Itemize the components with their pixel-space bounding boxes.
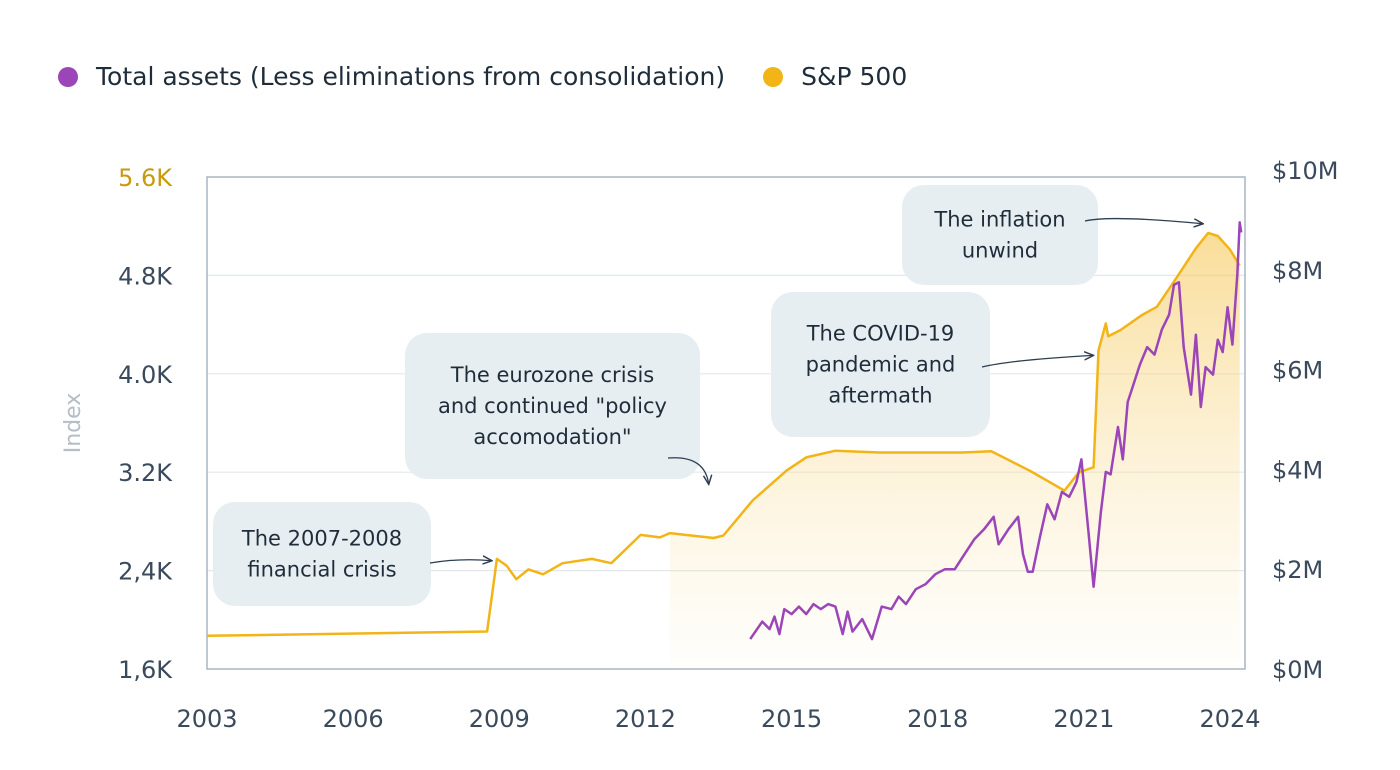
y-right-tick-label: $10M bbox=[1272, 157, 1339, 185]
annotation-text: The 2007-2008 bbox=[241, 527, 402, 551]
total-assets-line bbox=[749, 221, 1243, 641]
x-tick-label: 2024 bbox=[1199, 705, 1260, 733]
annotation-box bbox=[902, 185, 1098, 285]
annotation-text: The inflation bbox=[933, 208, 1065, 232]
annotation-text: financial crisis bbox=[247, 558, 396, 582]
y-left-tick-label: 2,4K bbox=[118, 558, 173, 586]
annotation-box bbox=[405, 333, 700, 479]
sp500-line bbox=[206, 231, 1241, 638]
x-tick-label: 2003 bbox=[176, 705, 237, 733]
chart-legend: Total assets (Less eliminations from con… bbox=[58, 62, 945, 91]
y-axis-label: Index bbox=[61, 393, 86, 454]
legend-marker-total-assets bbox=[58, 66, 78, 87]
plot-frame bbox=[206, 176, 1246, 670]
x-tick-label: 2021 bbox=[1053, 705, 1114, 733]
y-right-tick-label: $8M bbox=[1272, 257, 1323, 285]
annotation-box bbox=[771, 292, 990, 437]
x-tick-label: 2015 bbox=[761, 705, 822, 733]
legend-marker-sp500 bbox=[763, 66, 784, 87]
legend-label-total-assets: Total assets (Less eliminations from con… bbox=[96, 62, 726, 91]
y-left-tick-label: 4.8K bbox=[118, 262, 173, 290]
x-tick-label: 2018 bbox=[907, 705, 968, 733]
annotation-text: accomodation" bbox=[473, 425, 631, 449]
annotation: The 2007-2008 financial crisis bbox=[213, 502, 492, 606]
y-left-tick-label: 5.6K bbox=[118, 164, 173, 192]
legend-label-sp500: S&P 500 bbox=[801, 62, 908, 91]
x-tick-label: 2006 bbox=[323, 705, 384, 733]
annotation-arrow bbox=[981, 355, 1094, 368]
y-left-tick-label: 3.2K bbox=[118, 459, 173, 487]
y-left-tick-label: 4.0K bbox=[118, 361, 173, 389]
legend-item-total-assets[interactable]: Total assets (Less eliminations from con… bbox=[58, 62, 725, 91]
y-right-tick-label: $2M bbox=[1272, 556, 1323, 584]
annotations: The 2007-2008 financial crisis The eurozon… bbox=[213, 185, 1203, 606]
annotation-box bbox=[213, 502, 431, 606]
annotation-text: pandemic and bbox=[806, 353, 956, 377]
legend-item-sp500[interactable]: S&P 500 bbox=[763, 62, 907, 91]
annotation-text: aftermath bbox=[828, 384, 932, 408]
y-right-tick-label: $6M bbox=[1272, 357, 1323, 385]
annotation-arrow bbox=[1084, 217, 1203, 224]
annotation: The inflation unwind bbox=[902, 185, 1203, 285]
annotation-arrow bbox=[667, 457, 709, 485]
annotation-text: The COVID-19 bbox=[806, 322, 955, 346]
axes: 1,6K 2,4K 3.2K 4.0K 4.8K 5.6K $0M $2M $4M $6M $8M $… bbox=[118, 157, 1338, 733]
annotation-text: The eurozone crisis bbox=[450, 363, 655, 387]
y-right-tick-label: $4M bbox=[1272, 456, 1323, 484]
annotation-text: and continued "policy bbox=[438, 394, 667, 418]
y-left-tick-label: 1,6K bbox=[118, 656, 173, 684]
annotation-arrow bbox=[429, 560, 492, 563]
x-tick-label: 2012 bbox=[615, 705, 676, 733]
annotation: The eurozone crisis and continued "policy… bbox=[405, 333, 709, 485]
x-tick-label: 2009 bbox=[469, 705, 530, 733]
annotation-text: unwind bbox=[962, 239, 1038, 263]
annotation: The COVID-19 pandemic and aftermath bbox=[771, 292, 1094, 437]
y-right-tick-label: $0M bbox=[1272, 656, 1323, 684]
